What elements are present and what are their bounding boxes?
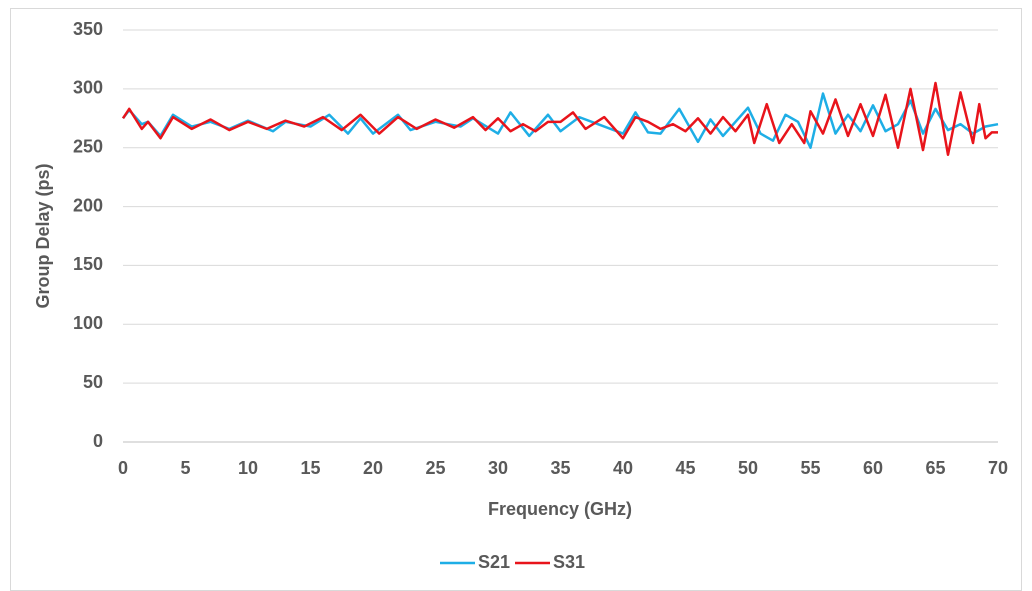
y-tick-label: 150 xyxy=(73,254,103,274)
y-tick-label: 50 xyxy=(83,372,103,392)
x-tick-label: 50 xyxy=(738,458,758,478)
legend-label: S21 xyxy=(478,552,510,572)
y-tick-label: 100 xyxy=(73,313,103,333)
y-tick-label: 350 xyxy=(73,19,103,39)
y-tick-label: 250 xyxy=(73,136,103,156)
y-tick-label: 300 xyxy=(73,78,103,98)
x-tick-label: 20 xyxy=(363,458,383,478)
x-tick-label: 15 xyxy=(300,458,320,478)
line-series xyxy=(122,92,999,149)
x-tick-label: 65 xyxy=(925,458,945,478)
x-tick-label: 55 xyxy=(800,458,820,478)
x-axis-title: Frequency (GHz) xyxy=(488,499,632,519)
x-tick-label: 40 xyxy=(613,458,633,478)
x-tick-label: 0 xyxy=(118,458,128,478)
x-tick-label: 70 xyxy=(988,458,1008,478)
x-tick-label: 30 xyxy=(488,458,508,478)
x-tick-label: 60 xyxy=(863,458,883,478)
y-tick-label: 200 xyxy=(73,195,103,215)
x-tick-label: 5 xyxy=(180,458,190,478)
x-tick-label: 10 xyxy=(238,458,258,478)
x-tick-label: 45 xyxy=(675,458,695,478)
chart-border xyxy=(10,8,1022,591)
y-tick-label: 0 xyxy=(93,431,103,451)
x-tick-label: 35 xyxy=(550,458,570,478)
line-series xyxy=(121,81,998,157)
x-tick-label: 25 xyxy=(425,458,445,478)
y-axis-title: Group Delay (ps) xyxy=(33,163,53,308)
legend-label: S31 xyxy=(553,552,585,572)
